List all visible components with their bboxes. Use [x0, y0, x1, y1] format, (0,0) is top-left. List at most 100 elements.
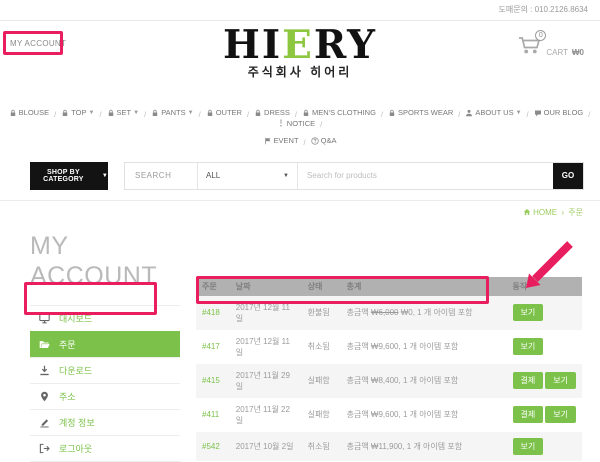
cart-amount: ₩0 [572, 48, 584, 57]
nav-item-set[interactable]: SET ▼ [107, 108, 140, 117]
search-category-select[interactable]: ALL ▼ [197, 162, 297, 189]
flag-icon [264, 137, 272, 145]
edit-icon [39, 417, 50, 428]
logo-subtitle: 주식회사 히어리 [247, 65, 353, 79]
sidebar-item-계정-정보[interactable]: 계정 정보 [30, 408, 180, 435]
sidebar-item-다운로드[interactable]: 다운로드 [30, 356, 180, 383]
main-nav-row1: BLOUSE / TOP ▼ / SET ▼ / PANTS ▼ / OUTER / DRESS / MEN'… [0, 100, 600, 132]
main-nav-row2: EVENT / Q&A [0, 132, 600, 153]
lock-icon [61, 109, 69, 117]
breadcrumb-home-link[interactable]: HOME [533, 207, 558, 217]
topbar: 도매문의 : 010.2126.8634 [0, 0, 600, 21]
column-header-총계: 총계 [340, 276, 507, 296]
logout-icon [39, 443, 50, 454]
nav-item-sports-wear[interactable]: SPORTS WEAR [388, 108, 453, 117]
order-number-link[interactable]: #415 [202, 376, 220, 385]
nav-item-outer[interactable]: OUTER [206, 108, 242, 117]
my-account-link[interactable]: MY ACCOUNT [10, 39, 67, 48]
column-header-상태: 상태 [301, 276, 341, 296]
nav-separator: / [303, 137, 306, 147]
nav-item-q-a[interactable]: Q&A [310, 136, 336, 145]
nav-item-men-s-clothing[interactable]: MEN'S CLOTHING [302, 108, 376, 117]
order-row: #411 2017년 11월 22일 실패함 총금액 ₩9,600, 1 개 아이템 … [196, 398, 582, 432]
orders-table: 주문 날짜 상태 총계 동작 #418 2017년 12월 11일 환불됨 총금액 ₩6,000… [196, 276, 582, 461]
chevron-down-icon: ▼ [101, 172, 108, 179]
search-bar: SHOP BY CATEGORY▼ SEARCH ALL▼ GO [30, 161, 584, 190]
search-form: SEARCH ALL▼ GO [124, 161, 584, 190]
chevron-down-icon: ▼ [133, 109, 140, 116]
order-total: 총금액 ₩9,600, 1 개 아이템 포함 [346, 410, 459, 419]
nav-separator: / [198, 109, 201, 119]
logo[interactable]: HIERY 주식회사 히어리 [0, 21, 600, 80]
order-total: 총금액 ₩11,900, 1 개 아이템 포함 [346, 441, 463, 451]
download-icon [39, 365, 50, 376]
nav-item-top[interactable]: TOP ▼ [61, 108, 94, 117]
breadcrumb: HOME › 주문 [0, 201, 600, 221]
order-total: 총금액 ₩8,400, 1 개 아이템 포함 [346, 376, 459, 385]
order-number-link[interactable]: #411 [202, 410, 220, 419]
order-total: 총금액 ₩9,600, 1 개 아이템 포함 [346, 342, 459, 351]
nav-separator: / [294, 109, 297, 119]
view-button[interactable]: 보기 [512, 437, 544, 455]
column-header-날짜: 날짜 [229, 276, 302, 296]
comment-icon [534, 109, 542, 117]
nav-separator: / [144, 109, 147, 119]
chevron-down-icon: ▼ [283, 172, 289, 179]
logo-text: HIERY [223, 22, 377, 68]
sidebar-item-로그아웃[interactable]: 로그아웃 [30, 434, 180, 462]
view-button[interactable]: 보기 [512, 304, 544, 321]
home-icon [523, 208, 531, 217]
search-input[interactable] [297, 162, 553, 189]
nav-separator: / [526, 109, 529, 119]
search-go-button[interactable]: GO [553, 162, 583, 189]
chevron-down-icon: ▼ [515, 109, 522, 116]
chevron-down-icon: ▼ [88, 109, 95, 116]
sidebar-item-label: 계정 정보 [59, 417, 95, 428]
nav-item-our-blog[interactable]: OUR BLOG [534, 108, 583, 117]
nav-separator: / [458, 109, 461, 119]
order-number-link[interactable]: #418 [202, 308, 220, 317]
logo-accent-letter: E [282, 22, 314, 68]
cart-link[interactable]: 0 CART ₩0 [518, 30, 584, 57]
sidebar-item-주소[interactable]: 주소 [30, 382, 180, 409]
nav-item-notice[interactable]: NOTICE [277, 119, 315, 128]
pay-button[interactable]: 결제 [512, 406, 544, 423]
lock-icon [107, 109, 115, 117]
cart-icon: 0 [518, 30, 547, 57]
order-status: 취소됨 [307, 441, 330, 451]
sidebar-item-대시보드[interactable]: 대시보드 [30, 304, 180, 331]
sidebar-item-주문[interactable]: 주문 [30, 330, 180, 357]
map-marker-icon [39, 391, 50, 402]
sidebar-item-label: 주소 [59, 391, 76, 402]
search-label: SEARCH [135, 171, 172, 180]
user-icon [465, 109, 473, 117]
pay-button[interactable]: 결제 [512, 372, 544, 389]
nav-separator: / [246, 109, 250, 119]
page-title: MY ACCOUNT [30, 231, 158, 290]
order-date: 2017년 12월 11일 [235, 302, 290, 323]
lock-icon [254, 109, 262, 117]
shop-by-category-button[interactable]: SHOP BY CATEGORY ▼ [30, 161, 108, 190]
view-button[interactable]: 보기 [545, 372, 576, 389]
order-date: 2017년 11월 22일 [235, 404, 290, 425]
nav-item-pants[interactable]: PANTS ▼ [151, 108, 194, 117]
chevron-down-icon: ▼ [187, 109, 194, 116]
order-status: 실패함 [307, 410, 330, 419]
order-number-link[interactable]: #542 [202, 441, 220, 451]
nav-item-event[interactable]: EVENT [264, 136, 299, 145]
order-date: 2017년 12월 11일 [235, 336, 290, 357]
question-icon [310, 136, 319, 145]
order-date: 2017년 11월 29일 [235, 370, 290, 391]
column-header-동작: 동작 [506, 276, 582, 296]
nav-item-dress[interactable]: DRESS [254, 108, 290, 117]
column-header-주문: 주문 [196, 276, 230, 296]
view-button[interactable]: 보기 [545, 406, 576, 423]
nav-item-blouse[interactable]: BLOUSE [9, 108, 49, 117]
exclamation-icon [277, 119, 285, 127]
order-number-link[interactable]: #417 [202, 342, 220, 351]
view-button[interactable]: 보기 [512, 338, 544, 355]
order-row: #415 2017년 11월 29일 실패함 총금액 ₩8,400, 1 개 아이템 … [196, 363, 582, 398]
nav-item-about-us[interactable]: ABOUT US ▼ [465, 108, 522, 117]
